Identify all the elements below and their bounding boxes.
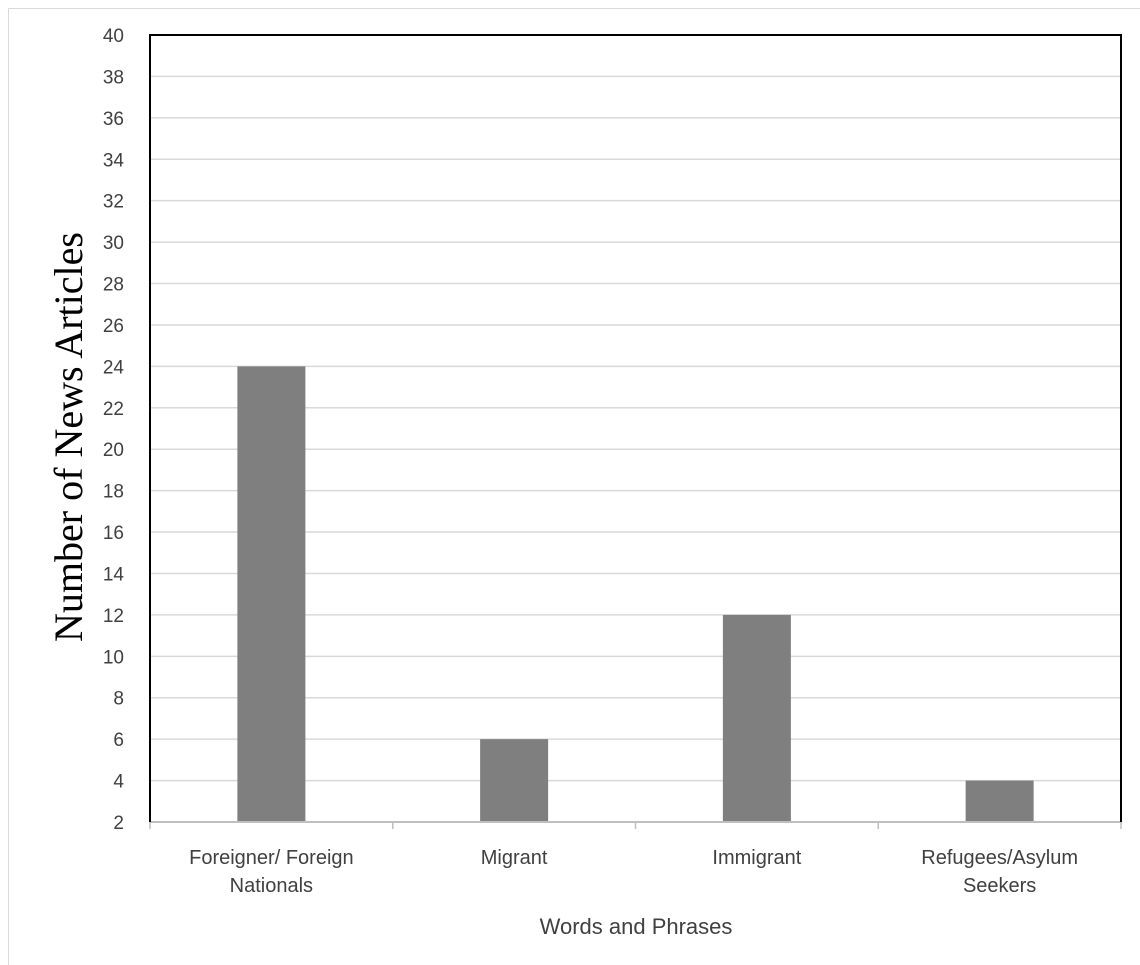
y-tick-label: 12: [103, 606, 124, 627]
x-category-label: Nationals: [230, 875, 313, 897]
y-axis-title: Number of News Articles: [46, 232, 91, 642]
y-tick-label: 24: [103, 357, 125, 378]
x-category-label: Seekers: [963, 875, 1036, 897]
y-tick-label: 2: [113, 813, 124, 834]
bar: [965, 780, 1034, 822]
y-tick-label: 34: [103, 150, 125, 171]
y-tick-label: 16: [103, 523, 124, 544]
y-tick-label: 38: [103, 67, 124, 88]
y-tick-label: 30: [103, 233, 124, 254]
x-category-label: Foreigner/ Foreign: [189, 847, 354, 869]
x-category-label: Migrant: [481, 847, 548, 869]
bars: [237, 366, 1034, 822]
y-tick-label: 28: [103, 275, 124, 296]
y-tick-label: 10: [103, 647, 124, 668]
gridlines: [150, 75, 1121, 782]
y-tick-label: 6: [113, 730, 124, 751]
y-tick-label: 26: [103, 316, 124, 337]
plot-area-border: [149, 34, 1122, 822]
y-tick-label: 4: [113, 772, 124, 793]
x-axis-title: Words and Phrases: [540, 914, 733, 939]
y-tick-label: 36: [103, 109, 124, 130]
bar: [480, 739, 549, 822]
y-tick-label: 32: [103, 192, 124, 213]
axes: [149, 34, 1122, 829]
y-tick-label: 8: [113, 689, 124, 710]
bar: [722, 614, 791, 822]
x-category-label: Refugees/Asylum: [921, 847, 1078, 869]
y-tick-label: 22: [103, 399, 124, 420]
y-tick-label: 20: [103, 440, 124, 461]
y-tick-label: 40: [103, 26, 124, 47]
x-category-label: Immigrant: [712, 847, 801, 869]
y-tick-label: 18: [103, 482, 124, 503]
bar: [237, 366, 306, 822]
y-tick-label: 14: [103, 564, 125, 585]
x-category-labels: Foreigner/ Foreign Nationals Migrant Immigr…: [189, 847, 1078, 897]
